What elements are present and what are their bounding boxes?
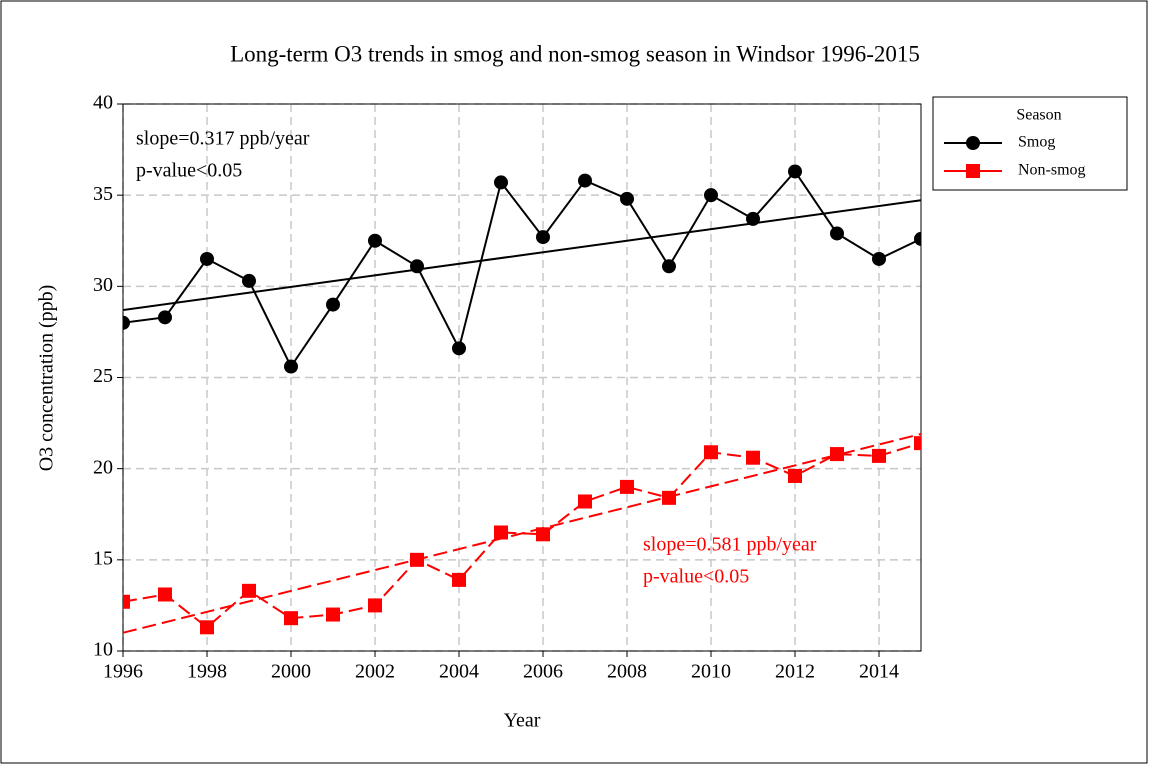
point [578,494,592,509]
point [242,583,256,598]
point [368,233,382,248]
y-tick-label: 25 [93,365,113,387]
point [494,175,508,190]
point [872,448,886,463]
y-tick-label: 30 [93,274,113,296]
point [452,341,466,356]
point [662,490,676,505]
point [788,164,802,179]
point [536,527,550,542]
point [620,479,634,494]
legend-label: Smog [1018,134,1055,151]
point [123,315,130,330]
point [830,447,844,462]
y-tick-label: 20 [93,456,113,478]
x-tick-label: 2010 [691,661,731,683]
x-tick-label: 1996 [103,661,143,683]
point [158,310,172,325]
point [123,594,130,609]
point [830,226,844,241]
point [578,173,592,188]
point [788,468,802,483]
point [536,230,550,245]
x-tick-label: 2008 [607,661,647,683]
chart-title: Long-term O3 trends in smog and non-smog… [230,41,920,66]
point [704,445,718,460]
point [494,525,508,540]
y-tick-label: 40 [93,92,113,114]
legend-title: Season [1016,107,1061,124]
legend-marker [966,164,980,178]
x-tick-label: 2014 [859,661,899,683]
point [620,191,634,206]
y-tick-label: 35 [93,183,113,205]
x-tick-label: 2004 [439,661,479,683]
legend-marker [966,136,980,150]
point [200,620,214,635]
y-axis-label: O3 concentration (ppb) [36,285,58,472]
series-line [123,169,921,369]
point [662,259,676,274]
y-tick-label: 15 [93,547,113,569]
x-axis-label: Year [504,710,541,732]
x-tick-label: 2002 [355,661,395,683]
plot-area [123,164,921,635]
annotation: slope=0.317 ppb/year [136,128,310,150]
point [284,611,298,626]
trend-line [123,199,921,312]
trend-line [123,433,921,634]
point [704,188,718,203]
point [914,436,921,451]
point [326,297,340,312]
x-tick-label: 2006 [523,661,563,683]
point [242,273,256,288]
x-tick-label: 2000 [271,661,311,683]
legend-label: Non-smog [1018,162,1086,179]
annotation: slope=0.581 ppb/year [643,534,817,556]
point [914,231,921,246]
point [158,587,172,602]
point [368,598,382,613]
point [410,552,424,567]
point [746,211,760,226]
x-tick-label: 2012 [775,661,815,683]
y-tick-label: 10 [93,639,113,661]
annotation: p-value<0.05 [136,160,242,182]
point [200,251,214,266]
annotation: p-value<0.05 [643,566,749,588]
point [284,359,298,374]
x-tick-label: 1998 [187,661,227,683]
point [410,259,424,274]
point [746,450,760,465]
point [326,607,340,622]
point [452,572,466,587]
point [872,251,886,266]
